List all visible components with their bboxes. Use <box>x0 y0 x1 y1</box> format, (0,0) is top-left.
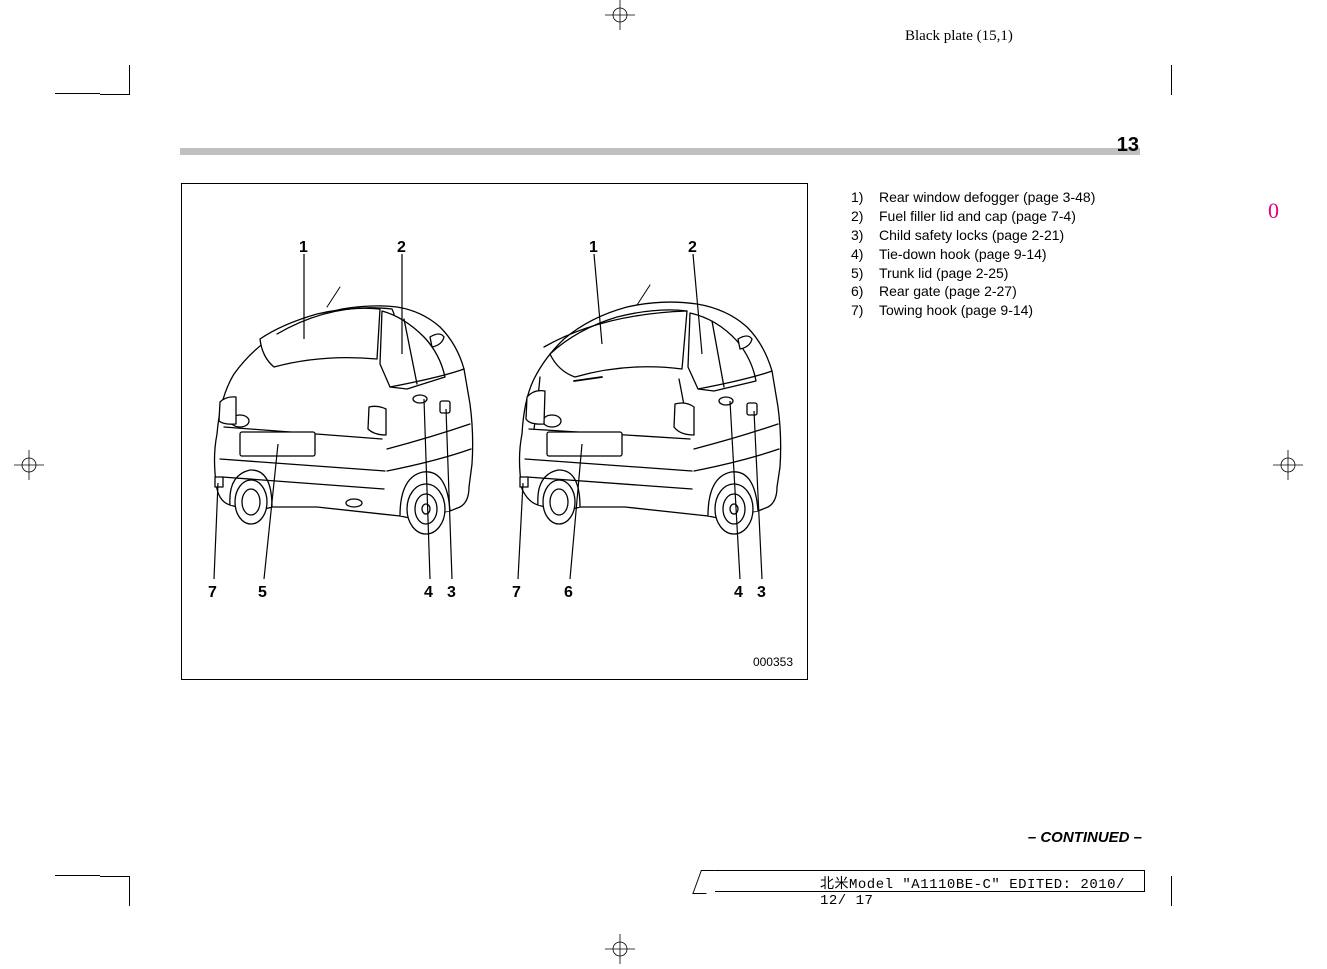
list-item: 1)Rear window defogger (page 3-48) <box>851 188 1161 207</box>
list-text: Rear window defogger (page 3-48) <box>879 188 1095 207</box>
callout-left-2: 2 <box>397 239 406 257</box>
trim-corner-bottom-left-ext <box>55 875 100 876</box>
plate-info: Black plate (15,1) <box>905 28 1013 45</box>
callout-right-6: 6 <box>564 584 573 602</box>
list-num: 2) <box>851 207 879 226</box>
list-num: 4) <box>851 245 879 264</box>
list-item: 5)Trunk lid (page 2-25) <box>851 264 1161 283</box>
trim-corner-bottom-right <box>1170 876 1172 906</box>
crop-mark-right <box>1273 450 1303 480</box>
callout-left-7: 7 <box>208 584 217 602</box>
page-number: 13 <box>1117 134 1139 157</box>
list-item: 4)Tie-down hook (page 9-14) <box>851 245 1161 264</box>
callout-left-3: 3 <box>447 584 456 602</box>
list-item: 6)Rear gate (page 2-27) <box>851 282 1161 301</box>
figure-svg <box>182 229 809 634</box>
header-bar <box>180 148 1140 155</box>
callout-left-4: 4 <box>424 584 433 602</box>
list-num: 7) <box>851 301 879 320</box>
footer-tab <box>692 870 715 894</box>
list-item: 7)Towing hook (page 9-14) <box>851 301 1161 320</box>
list-num: 3) <box>851 226 879 245</box>
list-item: 2)Fuel filler lid and cap (page 7-4) <box>851 207 1161 226</box>
tab-index: 0 <box>1268 198 1279 224</box>
crop-mark-left <box>14 450 44 480</box>
list-num: 6) <box>851 282 879 301</box>
exterior-rear-figure: 1 2 7 5 4 3 1 2 7 6 4 3 000353 <box>181 183 808 680</box>
footer-text: 北米Model "A1110BE-C" EDITED: 2010/ 12/ 17 <box>820 873 1144 909</box>
continued-label: – CONTINUED – <box>1028 829 1142 846</box>
callout-right-4: 4 <box>734 584 743 602</box>
list-text: Tie-down hook (page 9-14) <box>879 245 1047 264</box>
trim-corner-top-left <box>100 65 130 95</box>
trim-corner-top-right <box>1170 65 1172 95</box>
list-num: 5) <box>851 264 879 283</box>
crop-mark-bottom <box>605 934 635 964</box>
figure-id: 000353 <box>753 655 793 669</box>
callout-right-1: 1 <box>589 239 598 257</box>
list-item: 3)Child safety locks (page 2-21) <box>851 226 1161 245</box>
trim-corner-bottom-left <box>100 876 130 906</box>
callout-left-1: 1 <box>299 239 308 257</box>
callout-right-2: 2 <box>688 239 697 257</box>
trim-corner-top-left-ext <box>55 93 100 94</box>
list-text: Trunk lid (page 2-25) <box>879 264 1008 283</box>
callout-right-3: 3 <box>757 584 766 602</box>
crop-mark-top <box>605 0 635 30</box>
list-text: Fuel filler lid and cap (page 7-4) <box>879 207 1076 226</box>
callout-left-5: 5 <box>258 584 267 602</box>
list-text: Towing hook (page 9-14) <box>879 301 1033 320</box>
list-num: 1) <box>851 188 879 207</box>
list-text: Rear gate (page 2-27) <box>879 282 1017 301</box>
list-text: Child safety locks (page 2-21) <box>879 226 1064 245</box>
callout-right-7: 7 <box>512 584 521 602</box>
footer-box: 北米Model "A1110BE-C" EDITED: 2010/ 12/ 17 <box>715 870 1145 892</box>
callout-list: 1)Rear window defogger (page 3-48) 2)Fue… <box>851 188 1161 320</box>
